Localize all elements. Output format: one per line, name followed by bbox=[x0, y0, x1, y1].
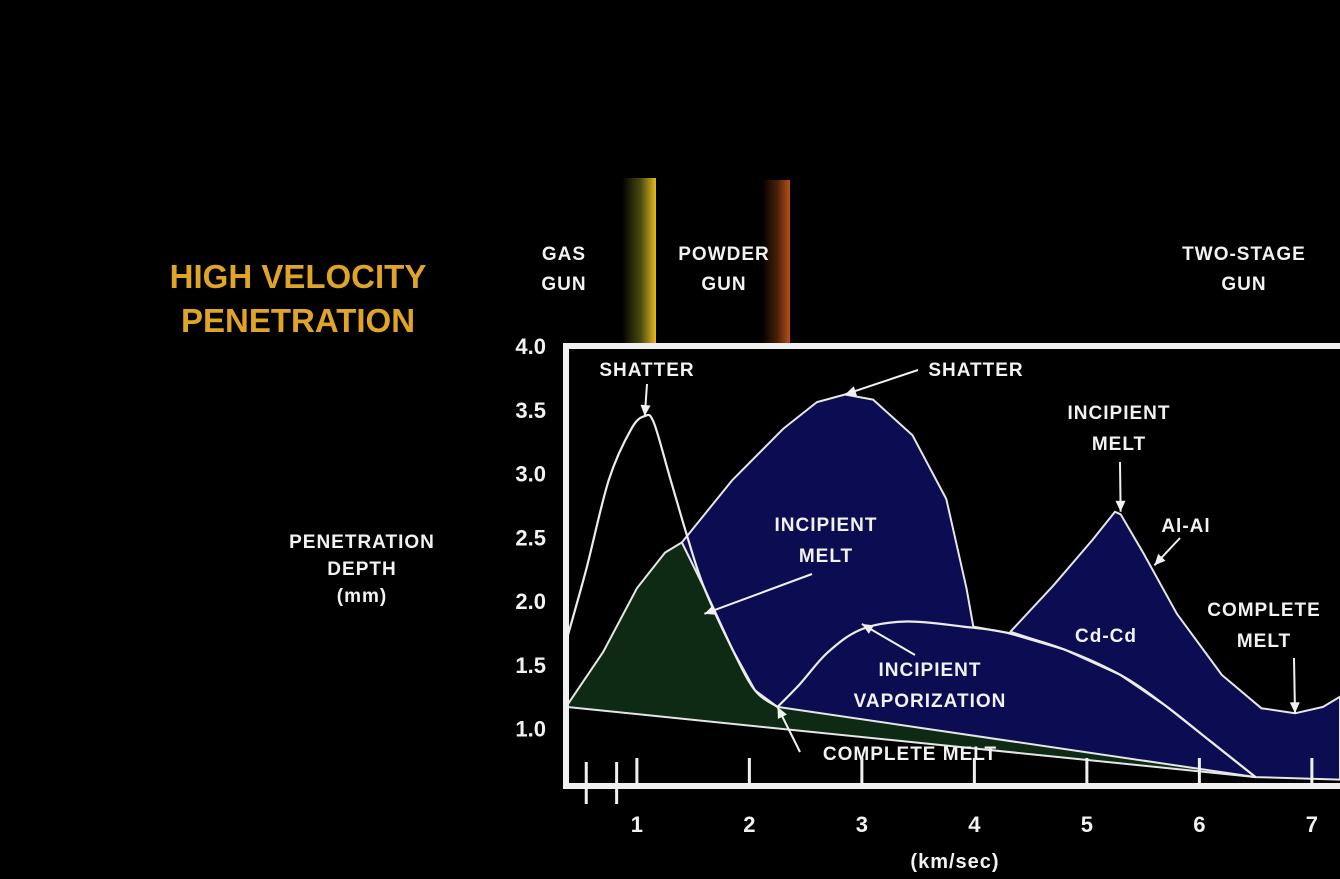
complete-melt-annotation-1: COMPLETE MELT bbox=[823, 744, 997, 765]
incipient-vaporization-annotation-line-1: INCIPIENT bbox=[879, 660, 982, 681]
x-tick-label-4: 5 bbox=[1081, 812, 1093, 837]
axes-layer: 1.0 1.5 2.0 2.5 3.0 3.5 4.0 1 2 3 4 5 6 7 bbox=[515, 334, 1340, 837]
shatter-arrow-1-head bbox=[640, 404, 651, 417]
x-tick-label-6: 7 bbox=[1306, 812, 1318, 837]
powder-gun-label-line-1: POWDER bbox=[678, 244, 770, 265]
shatter-arrow-2 bbox=[844, 369, 919, 396]
x-tick-label-2: 3 bbox=[856, 812, 868, 837]
powder-gun-label-line-2: GUN bbox=[701, 274, 746, 295]
incipient-melt-arrow-2-head bbox=[1115, 500, 1126, 512]
chart-title-line-1: HIGH VELOCITY bbox=[170, 258, 427, 295]
gas-gun-label-line-2: GUN bbox=[541, 274, 586, 295]
y-tick-label-0: 1.0 bbox=[515, 717, 546, 742]
incipient-vaporization-curve bbox=[776, 620, 1257, 778]
y-axis-label-line-1: PENETRATION bbox=[289, 532, 435, 553]
al-al-annotation: Al-Al bbox=[1161, 516, 1210, 537]
incipient-vaporization-annotation-line-2: VAPORIZATION bbox=[854, 691, 1007, 712]
y-tick-label-3: 2.5 bbox=[515, 525, 546, 550]
complete-melt-annotation-2-line-1: COMPLETE bbox=[1207, 600, 1321, 621]
arrows-layer bbox=[640, 369, 1300, 753]
complete-melt-arrow-1-head bbox=[777, 706, 787, 719]
incipient-melt-arrow-1 bbox=[704, 573, 813, 615]
plot-frame bbox=[563, 343, 1340, 789]
incipient-melt-annotation-1-line-1: INCIPIENT bbox=[775, 515, 878, 536]
gas-gun-label-line-1: GAS bbox=[542, 244, 586, 265]
y-tick-label-5: 3.5 bbox=[515, 398, 546, 423]
incipient-melt-annotation-2-line-2: MELT bbox=[1092, 434, 1146, 455]
complete-melt-arrow-2-head bbox=[1289, 702, 1300, 714]
incipient-vaporization-arrow-head bbox=[861, 624, 874, 634]
shatter-arrow-2-head bbox=[845, 386, 857, 396]
gas-gun-band bbox=[622, 178, 656, 346]
two-stage-gun-label-line-2: GUN bbox=[1221, 274, 1266, 295]
x-tick-label-1: 2 bbox=[743, 812, 755, 837]
incipient-melt-arrow-1-head bbox=[704, 605, 717, 615]
y-axis-label-line-2: DEPTH bbox=[327, 559, 396, 580]
y-tick-label-6: 4.0 bbox=[515, 334, 546, 359]
curves-layer bbox=[566, 413, 1257, 778]
x-tick-label-3: 4 bbox=[968, 812, 981, 837]
gas-gun-shatter-curve bbox=[566, 413, 779, 708]
regions-layer bbox=[566, 393, 1340, 781]
complete-melt-annotation-2-line-2: MELT bbox=[1237, 631, 1291, 652]
two-stage-gun-label-line-1: TWO-STAGE bbox=[1182, 244, 1306, 265]
y-tick-label-4: 3.0 bbox=[515, 462, 546, 487]
x-tick-label-5: 6 bbox=[1193, 812, 1205, 837]
x-axis-label: (km/sec) bbox=[910, 851, 999, 873]
x-tick-label-0: 1 bbox=[631, 812, 643, 837]
al-al-arrow-head bbox=[1154, 553, 1166, 566]
shatter-annotation-2: SHATTER bbox=[928, 360, 1023, 381]
incipient-melt-annotation-2-line-1: INCIPIENT bbox=[1068, 403, 1171, 424]
incipient-melt-annotation-1-line-2: MELT bbox=[799, 546, 853, 567]
chart-title-line-2: PENETRATION bbox=[181, 302, 415, 339]
powder-gun-band bbox=[762, 180, 790, 346]
shatter-annotation-1: SHATTER bbox=[599, 360, 694, 381]
y-axis-label-line-3: (mm) bbox=[337, 586, 387, 607]
cd-cd-annotation: Cd-Cd bbox=[1075, 626, 1137, 647]
y-tick-label-1: 1.5 bbox=[515, 653, 546, 678]
y-tick-label-2: 2.0 bbox=[515, 589, 546, 614]
